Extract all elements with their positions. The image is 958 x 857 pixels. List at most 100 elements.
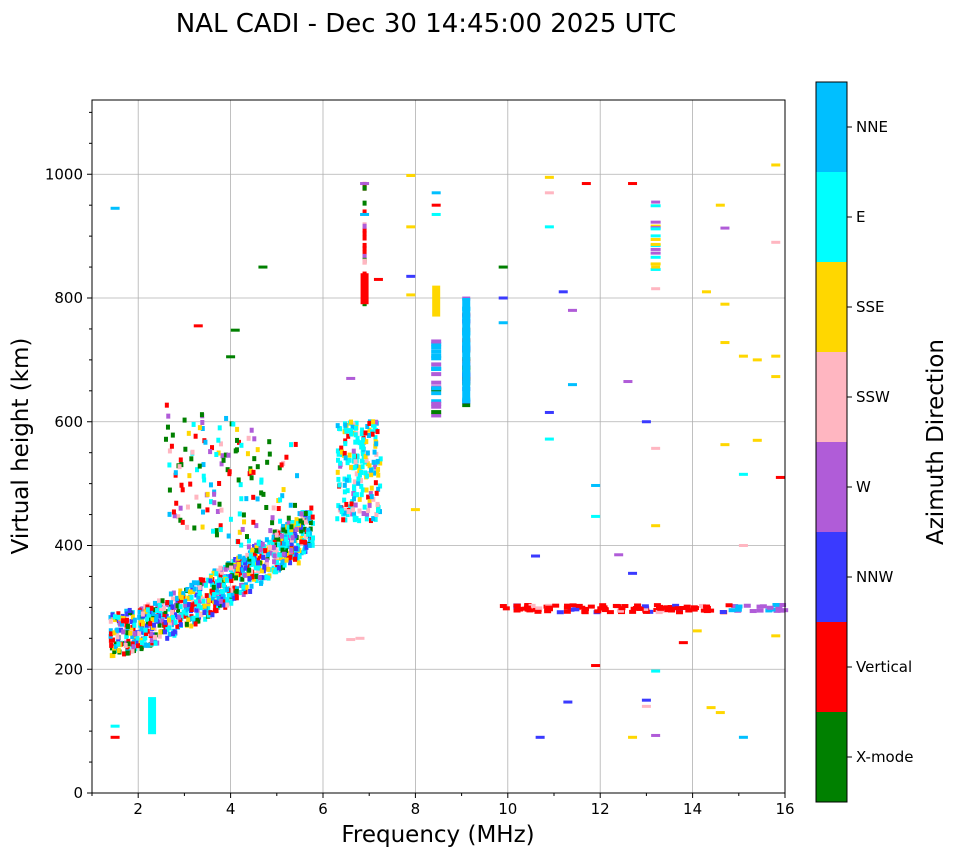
echo-point: [176, 514, 181, 520]
echo-point: [650, 247, 661, 251]
echo-point: [195, 580, 200, 586]
echo-point: [779, 602, 787, 607]
echo-point: [137, 630, 142, 636]
echo-point: [116, 641, 121, 647]
echo-point: [186, 430, 191, 436]
echo-point: [363, 470, 368, 476]
echo-point: [295, 473, 300, 479]
echo-point: [222, 598, 227, 604]
echo-point: [289, 547, 294, 553]
echo-point: [376, 466, 381, 472]
echo-point: [285, 540, 290, 546]
echo-point: [145, 604, 150, 610]
echo-point: [374, 441, 379, 447]
echo-point: [351, 448, 356, 454]
echo-point: [719, 610, 727, 615]
echo-point: [290, 535, 295, 541]
echo-point: [676, 610, 684, 615]
echo-point: [567, 308, 577, 312]
echo-point: [360, 273, 369, 305]
echo-point: [257, 565, 262, 571]
echo-point: [190, 449, 195, 455]
echo-point: [302, 539, 307, 545]
echo-point: [202, 477, 207, 483]
echo-point: [289, 543, 294, 549]
echo-point: [360, 464, 365, 470]
echo-point: [375, 458, 380, 464]
colorbar-segment-x-mode: [816, 712, 847, 802]
echo-point: [535, 735, 545, 739]
echo-point: [360, 212, 370, 216]
echo-point: [208, 610, 213, 616]
echo-point: [151, 611, 156, 617]
echo-point: [248, 588, 253, 594]
colorbar-label-nnw: NNW: [856, 568, 893, 586]
echo-point: [254, 548, 259, 554]
echo-point: [289, 527, 294, 533]
echo-point: [311, 535, 316, 541]
echo-point: [342, 476, 347, 482]
echo-point: [131, 628, 136, 634]
echo-point: [267, 451, 272, 457]
echo-point: [218, 598, 223, 604]
echo-point: [180, 597, 185, 603]
echo-point: [286, 515, 291, 521]
echo-point: [353, 425, 358, 431]
echo-point: [347, 457, 352, 463]
echo-point: [358, 464, 363, 470]
echo-point: [171, 590, 176, 596]
echo-point: [188, 616, 193, 622]
x-tick-label: 16: [775, 800, 794, 818]
echo-point: [157, 602, 162, 608]
echo-point: [378, 509, 383, 515]
echo-point: [359, 483, 364, 489]
echo-point: [213, 603, 218, 609]
echo-point: [140, 640, 145, 646]
echo-point: [194, 599, 199, 605]
echo-point: [294, 526, 299, 532]
echo-point: [335, 469, 340, 475]
echo-point: [139, 626, 144, 632]
echo-point: [178, 622, 183, 628]
echo-point: [406, 293, 416, 297]
echo-point: [293, 556, 298, 562]
echo-point: [164, 613, 169, 619]
echo-point: [406, 173, 416, 177]
echo-point: [344, 501, 349, 507]
echo-point: [232, 595, 237, 601]
echo-point: [281, 487, 286, 493]
echo-point: [195, 612, 200, 618]
echo-point: [209, 499, 214, 505]
echo-point: [143, 608, 148, 614]
echo-point: [300, 515, 305, 521]
echo-point: [361, 511, 366, 517]
echo-point: [238, 482, 243, 488]
echo-point: [253, 550, 258, 556]
echo-point: [191, 589, 196, 595]
echo-point: [228, 574, 233, 580]
echo-point: [197, 463, 202, 469]
colorbar-frame: [815, 81, 848, 803]
echo-point: [288, 554, 293, 560]
echo-point: [130, 648, 135, 654]
echo-point: [183, 607, 188, 613]
echo-point: [352, 453, 357, 459]
echo-point: [148, 697, 157, 735]
echo-point: [142, 642, 147, 648]
echo-point: [278, 518, 283, 524]
echo-point: [775, 606, 783, 611]
echo-point: [223, 452, 228, 458]
echo-point: [184, 621, 189, 627]
echo-point: [152, 600, 157, 606]
echo-point: [376, 486, 381, 492]
echo-point: [354, 492, 359, 498]
echo-point: [212, 608, 217, 614]
echo-point: [369, 485, 374, 491]
echo-point: [185, 524, 190, 530]
echo-point: [350, 424, 355, 430]
echo-point: [771, 240, 781, 244]
echo-point: [243, 565, 248, 571]
echo-point: [621, 604, 629, 609]
echo-point: [191, 421, 196, 427]
echo-point: [307, 542, 312, 548]
